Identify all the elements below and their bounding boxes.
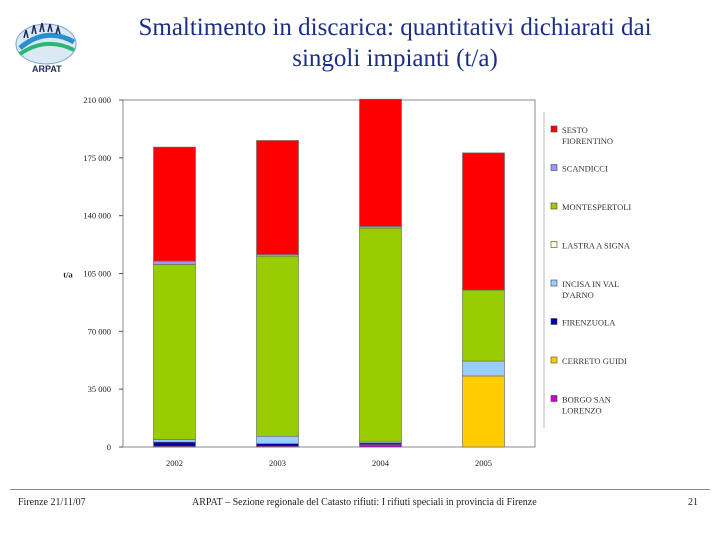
bar-segment-firenzuola-2002 [153, 441, 196, 447]
legend-label-montespertoli: MONTESPERTOLI [562, 202, 631, 212]
bar-segment-montespertoli-2005 [462, 289, 505, 362]
y-tick-label: 175 000 [83, 153, 111, 163]
x-tick-label: 2004 [372, 458, 390, 468]
x-tick-label: 2005 [475, 458, 492, 468]
bar-segment-sesto-2003 [256, 140, 299, 255]
bar-segment-firenzuola-2003 [256, 443, 299, 447]
legend-label-firenzuola: FIRENZUOLA [562, 318, 616, 328]
bar-segment-scandicci-2002 [153, 260, 196, 265]
y-tick-label: 35 000 [88, 384, 111, 394]
legend-swatch-borgo [550, 395, 558, 402]
footer-caption: ARPAT – Sezione regionale del Catasto ri… [192, 497, 537, 508]
y-tick-label: 0 [107, 442, 111, 452]
y-tick-label: 140 000 [83, 211, 111, 221]
legend-swatch-cerreto [550, 356, 558, 364]
bar-segment-sesto-2002 [153, 146, 196, 262]
footer-date: Firenze 21/11/07 [18, 497, 86, 508]
legend-label-sesto: FIORENTINO [562, 136, 613, 146]
legend-label-cerreto: CERRETO GUIDI [562, 356, 627, 366]
legend-label-sesto: SESTO [562, 125, 588, 135]
legend-label-borgo: BORGO SAN [562, 395, 611, 405]
bar-segment-borgo-2004 [359, 444, 402, 448]
bar-segment-incisa-2005 [462, 360, 505, 377]
title-line-2: singoli impianti (t/a) [292, 45, 498, 72]
legend-label-incisa: D'ARNO [562, 290, 594, 300]
legend-swatch-montespertoli [550, 202, 558, 210]
legend-swatch-sesto [550, 125, 558, 133]
footer-divider [10, 489, 710, 490]
legend-label-lastra: LASTRA A SIGNA [562, 241, 631, 251]
legend-swatch-incisa [550, 279, 558, 287]
legend-swatch-lastra [550, 241, 558, 248]
legend-swatch-firenzuola [550, 318, 558, 325]
arpat-logo [15, 22, 77, 65]
x-axis: 2002 2003 2004 2005 [166, 458, 492, 468]
bar-segment-montespertoli-2003 [256, 255, 299, 437]
y-axis: 0 35 000 70 000 105 000 140 000 175 000 210 00… [63, 95, 123, 452]
y-tick-label: 70 000 [88, 326, 111, 336]
title-line-1: Smaltimento in discarica: quantitativi d… [138, 14, 652, 41]
page-number: 21 [688, 497, 698, 508]
bar-segment-incisa-2002 [153, 439, 196, 443]
page-title: Smaltimento in discarica: quantitativi d… [95, 12, 695, 74]
y-tick-label: 105 000 [83, 269, 111, 279]
y-axis-label: t/a [63, 270, 73, 280]
bar-segment-sesto-2005 [462, 152, 505, 291]
bar-segment-cerreto-2005 [462, 375, 505, 448]
y-tick-label: 210 000 [83, 95, 111, 105]
bars [153, 98, 505, 448]
bar-segment-sesto-2004 [359, 98, 402, 227]
bar-segment-montespertoli-2002 [153, 264, 196, 440]
x-tick-label: 2002 [166, 458, 183, 468]
legend-label-scandicci: SCANDICCI [562, 164, 608, 174]
legend-label-incisa: INCISA IN VAL [562, 279, 619, 289]
legend-swatch-scandicci [550, 164, 558, 171]
bar-segment-montespertoli-2004 [359, 227, 402, 442]
x-tick-label: 2003 [269, 458, 286, 468]
legend-label-borgo: LORENZO [562, 406, 602, 416]
bar-segment-incisa-2003 [256, 435, 299, 444]
logo-text: ARPAT [32, 64, 62, 74]
